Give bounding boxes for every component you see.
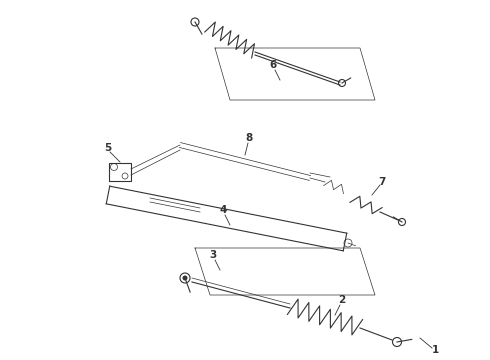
Text: 5: 5 bbox=[104, 143, 112, 153]
Text: 6: 6 bbox=[270, 60, 277, 70]
Text: 4: 4 bbox=[220, 205, 227, 215]
Text: 2: 2 bbox=[339, 295, 345, 305]
Circle shape bbox=[182, 275, 188, 280]
Text: 8: 8 bbox=[245, 133, 253, 143]
Bar bbox=[109, 163, 131, 181]
Text: 1: 1 bbox=[431, 345, 439, 355]
Text: 7: 7 bbox=[378, 177, 386, 187]
Text: 3: 3 bbox=[209, 250, 217, 260]
